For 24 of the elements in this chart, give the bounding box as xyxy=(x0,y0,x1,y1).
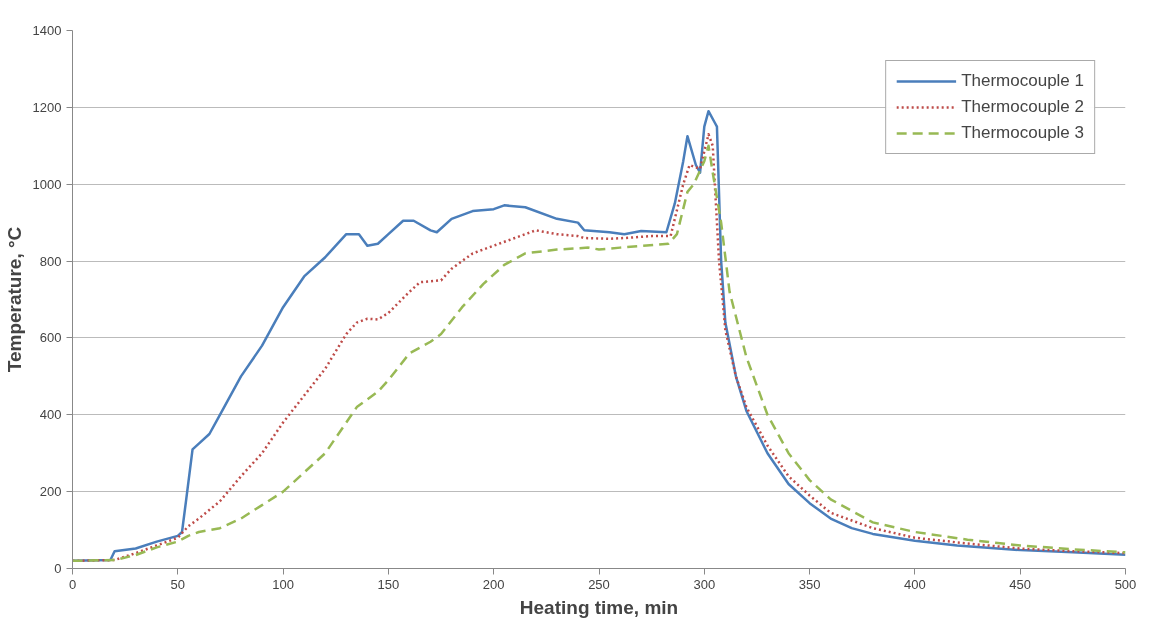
y-tick-label: 600 xyxy=(39,330,62,346)
x-tick-label: 0 xyxy=(68,576,77,592)
y-tick-label: 200 xyxy=(39,484,62,500)
legend-label: Thermocouple 3 xyxy=(961,123,1084,143)
x-tick-label: 450 xyxy=(1009,576,1032,592)
x-tick-label: 500 xyxy=(1114,576,1137,592)
x-tick-label: 150 xyxy=(377,576,400,592)
x-tick-label: 300 xyxy=(693,576,716,592)
x-tick-label: 100 xyxy=(272,576,294,592)
legend-label: Thermocouple 2 xyxy=(961,97,1084,117)
y-tick-label: 800 xyxy=(39,253,62,269)
x-tick-label: 250 xyxy=(588,576,610,592)
y-tick-label: 1200 xyxy=(32,99,62,115)
x-tick-label: 50 xyxy=(170,576,186,592)
y-tick-label: 0 xyxy=(54,561,62,576)
y-tick-label: 1000 xyxy=(32,176,62,192)
x-tick-label: 350 xyxy=(798,576,821,592)
y-tick-label: 1400 xyxy=(32,23,62,38)
x-tick-label: 200 xyxy=(482,576,505,592)
x-tick-label: 400 xyxy=(904,576,926,592)
x-axis-title: Heating time, min xyxy=(519,596,679,618)
y-axis-title: Temperature, °C xyxy=(3,226,25,373)
y-tick-label: 400 xyxy=(39,407,62,423)
legend-label: Thermocouple 1 xyxy=(961,71,1084,91)
